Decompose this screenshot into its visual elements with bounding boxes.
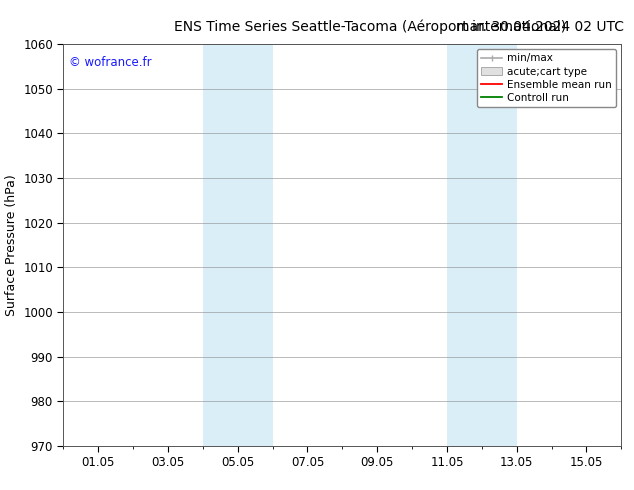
- Text: ENS Time Series Seattle-Tacoma (Aéroport international): ENS Time Series Seattle-Tacoma (Aéroport…: [174, 20, 566, 34]
- Bar: [447, 44, 517, 446]
- Bar: [203, 44, 273, 446]
- Y-axis label: Surface Pressure (hPa): Surface Pressure (hPa): [4, 174, 18, 316]
- Legend: min/max, acute;cart type, Ensemble mean run, Controll run: min/max, acute;cart type, Ensemble mean …: [477, 49, 616, 107]
- Text: © wofrance.fr: © wofrance.fr: [69, 56, 152, 69]
- Text: mar. 30.04.2024 02 UTC: mar. 30.04.2024 02 UTC: [456, 20, 624, 34]
